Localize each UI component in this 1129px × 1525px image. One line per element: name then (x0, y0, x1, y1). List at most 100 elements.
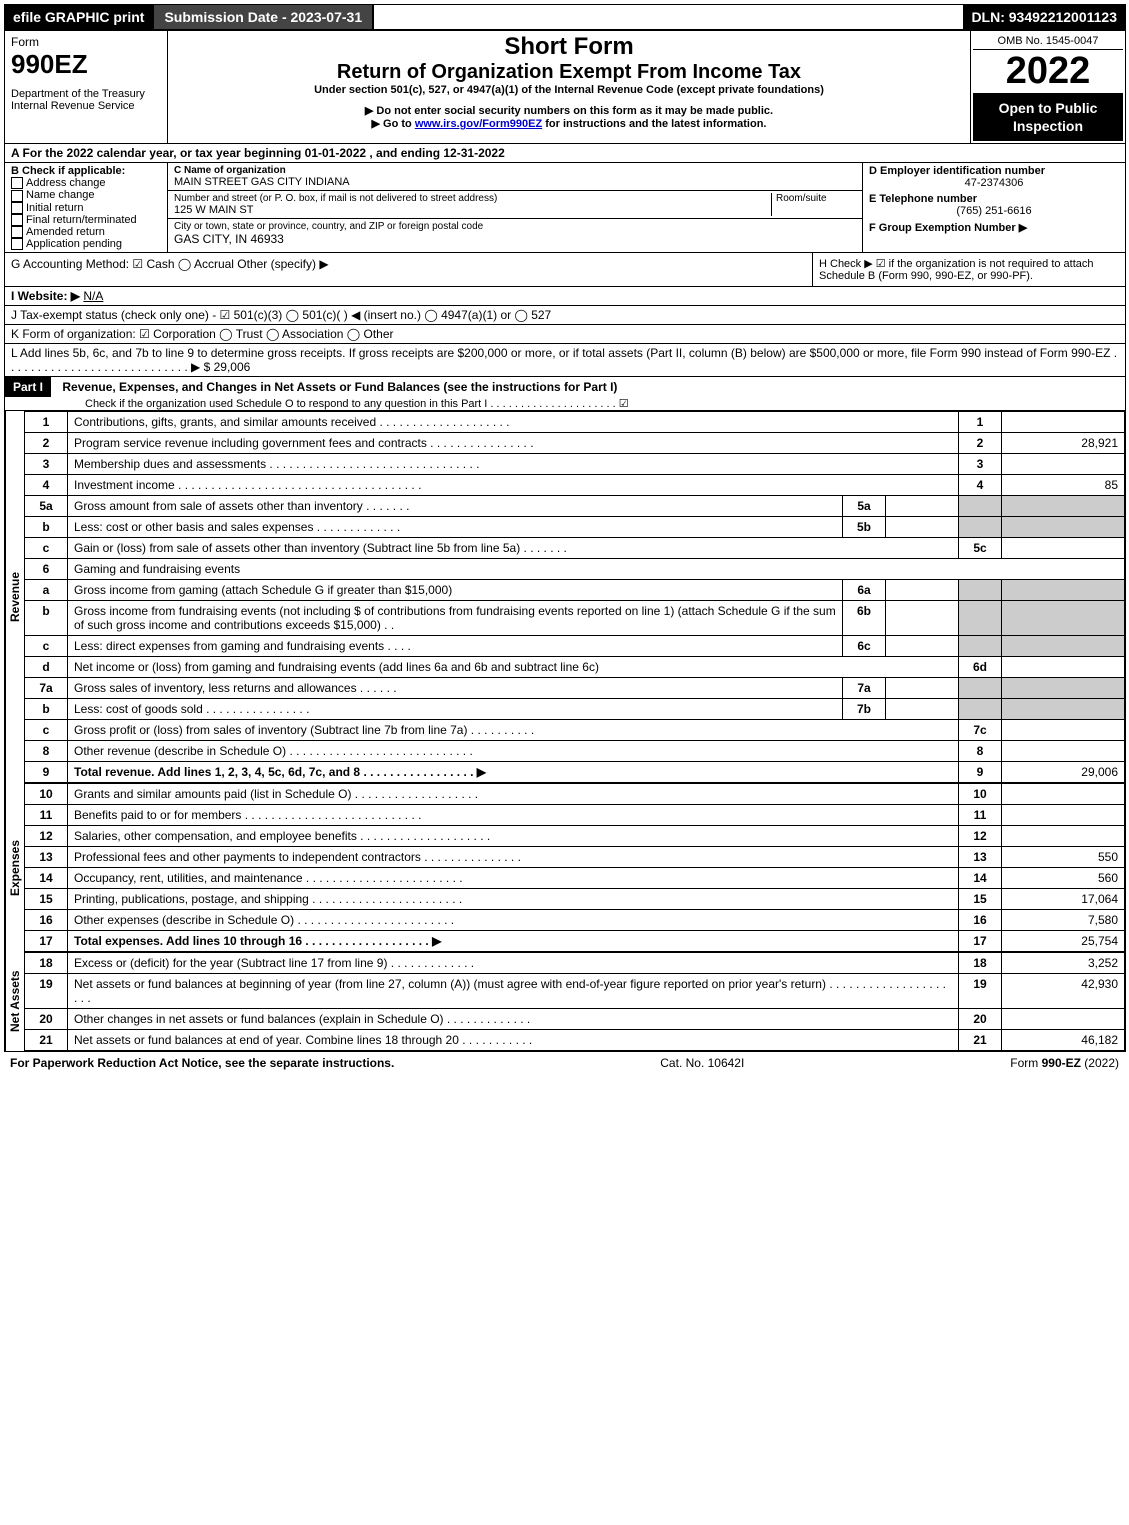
netassets-label: Net Assets (5, 952, 24, 1051)
section-l-text: L Add lines 5b, 6c, and 7b to line 9 to … (11, 346, 1117, 374)
line-row: cGain or (loss) from sale of assets othe… (25, 537, 1125, 558)
line-desc: Gross income from fundraising events (no… (68, 600, 843, 635)
shade-cell (1002, 635, 1125, 656)
line-desc: Grants and similar amounts paid (list in… (68, 783, 959, 804)
line-amount: 28,921 (1002, 432, 1125, 453)
footer-right: Form 990-EZ (2022) (1010, 1056, 1119, 1070)
ein-label: D Employer identification number (869, 165, 1119, 177)
section-b-label: B Check if applicable: (11, 165, 161, 177)
line-ref: 4 (959, 474, 1002, 495)
note-2: ▶ Go to www.irs.gov/Form990EZ for instru… (172, 117, 966, 130)
part-1-header: Part I Revenue, Expenses, and Changes in… (5, 377, 1125, 411)
line-number: 18 (25, 952, 68, 973)
line-ref: 20 (959, 1008, 1002, 1029)
line-desc: Program service revenue including govern… (68, 432, 959, 453)
line-row: bLess: cost or other basis and sales exp… (25, 516, 1125, 537)
part-1-check: Check if the organization used Schedule … (5, 397, 1125, 410)
line-number: 12 (25, 825, 68, 846)
line-desc: Total expenses. Add lines 10 through 16 … (68, 930, 959, 951)
check-amended[interactable]: Amended return (11, 226, 161, 238)
line-ref: 10 (959, 783, 1002, 804)
line-number: 16 (25, 909, 68, 930)
line-amount: 17,064 (1002, 888, 1125, 909)
shade-cell (959, 677, 1002, 698)
expenses-label: Expenses (5, 783, 24, 952)
phone-value: (765) 251-6616 (869, 205, 1119, 217)
line-row: 2Program service revenue including gover… (25, 432, 1125, 453)
check-name[interactable]: Name change (11, 189, 161, 201)
dln-label: DLN: 93492212001123 (963, 5, 1125, 29)
line-desc: Other changes in net assets or fund bala… (68, 1008, 959, 1029)
line-ref: 15 (959, 888, 1002, 909)
line-number: 7a (25, 677, 68, 698)
phone-label: E Telephone number (869, 193, 1119, 205)
line-desc: Gross income from gaming (attach Schedul… (68, 579, 843, 600)
line-amount (1002, 804, 1125, 825)
section-k: K Form of organization: ☑ Corporation ◯ … (5, 325, 1125, 344)
section-j: J Tax-exempt status (check only one) - ☑… (5, 306, 1125, 325)
line-ref: 3 (959, 453, 1002, 474)
line-row: bGross income from fundraising events (n… (25, 600, 1125, 635)
netassets-block: Net Assets 18Excess or (deficit) for the… (5, 952, 1125, 1051)
section-g: G Accounting Method: ☑ Cash ◯ Accrual Ot… (5, 253, 812, 286)
line-number: 4 (25, 474, 68, 495)
line-row: 10Grants and similar amounts paid (list … (25, 783, 1125, 804)
section-a: A For the 2022 calendar year, or tax yea… (5, 144, 1125, 163)
line-amount (1002, 537, 1125, 558)
section-h: H Check ▶ ☑ if the organization is not r… (812, 253, 1125, 286)
line-ref: 12 (959, 825, 1002, 846)
subline-amount (886, 495, 959, 516)
line-ref: 9 (959, 761, 1002, 782)
line-row: aGross income from gaming (attach Schedu… (25, 579, 1125, 600)
subline-number: 5b (843, 516, 886, 537)
line-desc: Occupancy, rent, utilities, and maintena… (68, 867, 959, 888)
name-label: C Name of organization (174, 165, 856, 176)
line-row: 5aGross amount from sale of assets other… (25, 495, 1125, 516)
line-row: 1Contributions, gifts, grants, and simil… (25, 411, 1125, 432)
return-title: Return of Organization Exempt From Incom… (172, 61, 966, 84)
subline-number: 6c (843, 635, 886, 656)
check-address[interactable]: Address change (11, 177, 161, 189)
gh-row: G Accounting Method: ☑ Cash ◯ Accrual Ot… (5, 253, 1125, 287)
line-row: 21Net assets or fund balances at end of … (25, 1029, 1125, 1050)
subline-number: 5a (843, 495, 886, 516)
line-row: 12Salaries, other compensation, and empl… (25, 825, 1125, 846)
open-public: Open to Public Inspection (973, 93, 1123, 141)
line-ref: 16 (959, 909, 1002, 930)
form-number: 990EZ (11, 49, 161, 80)
line-number: 11 (25, 804, 68, 825)
line-desc: Gross amount from sale of assets other t… (68, 495, 843, 516)
line-ref: 18 (959, 952, 1002, 973)
line-amount (1002, 411, 1125, 432)
shade-cell (959, 579, 1002, 600)
line-amount (1002, 656, 1125, 677)
netassets-table: 18Excess or (deficit) for the year (Subt… (24, 952, 1125, 1051)
irs-link[interactable]: www.irs.gov/Form990EZ (415, 118, 542, 130)
line-ref: 1 (959, 411, 1002, 432)
line-row: 17Total expenses. Add lines 10 through 1… (25, 930, 1125, 951)
line-desc: Gross profit or (loss) from sales of inv… (68, 719, 959, 740)
footer-left: For Paperwork Reduction Act Notice, see … (10, 1056, 394, 1070)
line-desc: Gain or (loss) from sale of assets other… (68, 537, 959, 558)
form-container: efile GRAPHIC print Submission Date - 20… (4, 4, 1126, 1052)
header-left: Form 990EZ Department of the Treasury In… (5, 31, 168, 143)
line-desc: Less: cost of goods sold . . . . . . . .… (68, 698, 843, 719)
line-number: 9 (25, 761, 68, 782)
line-number: b (25, 698, 68, 719)
subline-number: 7a (843, 677, 886, 698)
line-number: 20 (25, 1008, 68, 1029)
note-1: ▶ Do not enter social security numbers o… (172, 104, 966, 117)
line-desc: Net assets or fund balances at end of ye… (68, 1029, 959, 1050)
check-initial[interactable]: Initial return (11, 202, 161, 214)
line-ref: 5c (959, 537, 1002, 558)
subtitle: Under section 501(c), 527, or 4947(a)(1)… (172, 84, 966, 96)
line-ref: 2 (959, 432, 1002, 453)
line-number: c (25, 719, 68, 740)
check-final[interactable]: Final return/terminated (11, 214, 161, 226)
line-amount: 7,580 (1002, 909, 1125, 930)
subline-amount (886, 600, 959, 635)
check-pending[interactable]: Application pending (11, 238, 161, 250)
revenue-label: Revenue (5, 411, 24, 783)
line-row: 19Net assets or fund balances at beginni… (25, 973, 1125, 1008)
line-row: 3Membership dues and assessments . . . .… (25, 453, 1125, 474)
